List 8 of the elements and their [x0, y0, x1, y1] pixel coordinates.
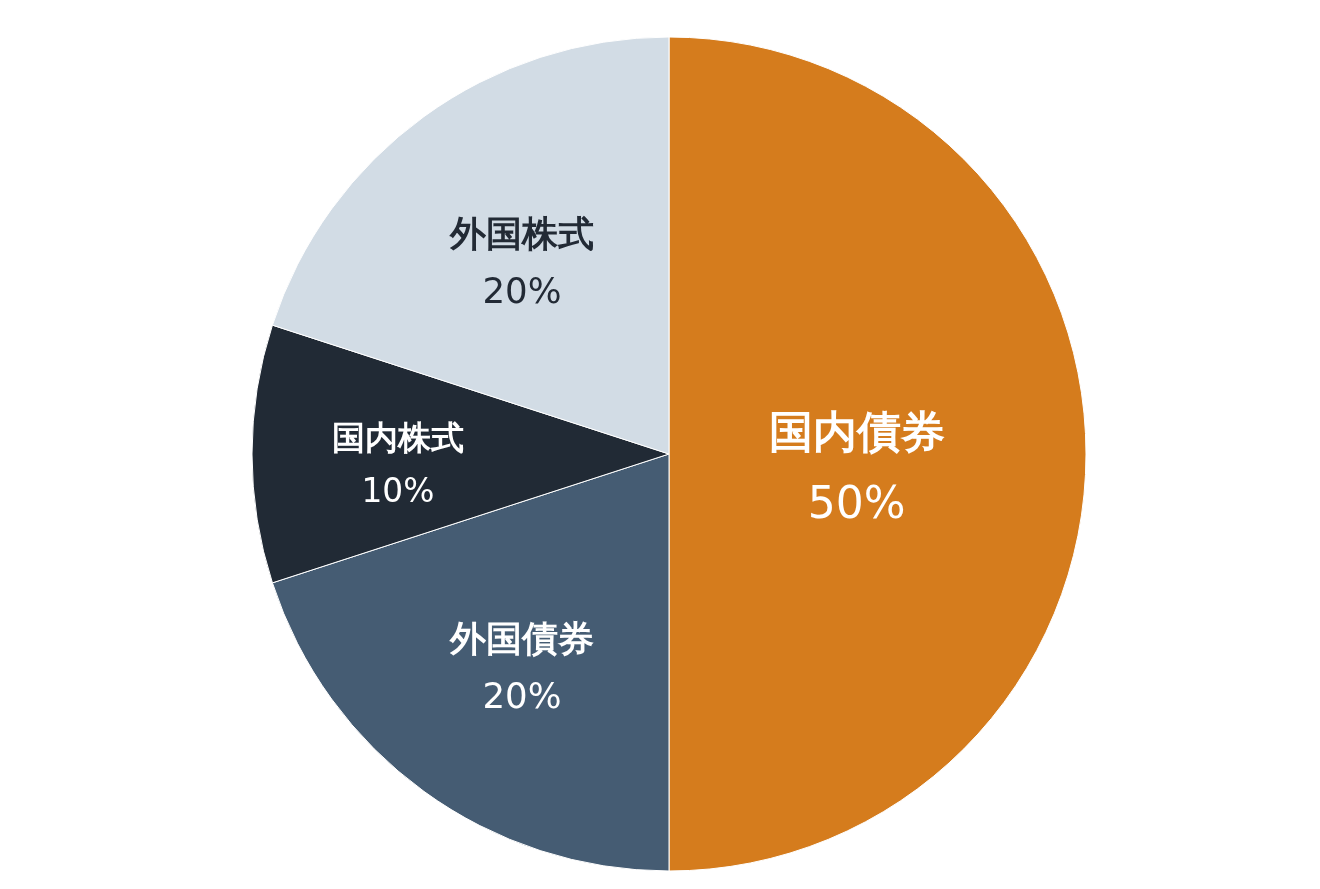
data-label: 20%: [482, 675, 562, 717]
data-label: 50%: [807, 476, 906, 528]
slice-label: 国内株式: [331, 419, 464, 458]
slice-label: 国内債券: [768, 406, 945, 458]
slice-label: 外国株式: [448, 213, 594, 255]
slice-label: 外国債券: [448, 618, 594, 660]
data-label: 10%: [361, 471, 435, 510]
data-label: 20%: [482, 270, 562, 312]
